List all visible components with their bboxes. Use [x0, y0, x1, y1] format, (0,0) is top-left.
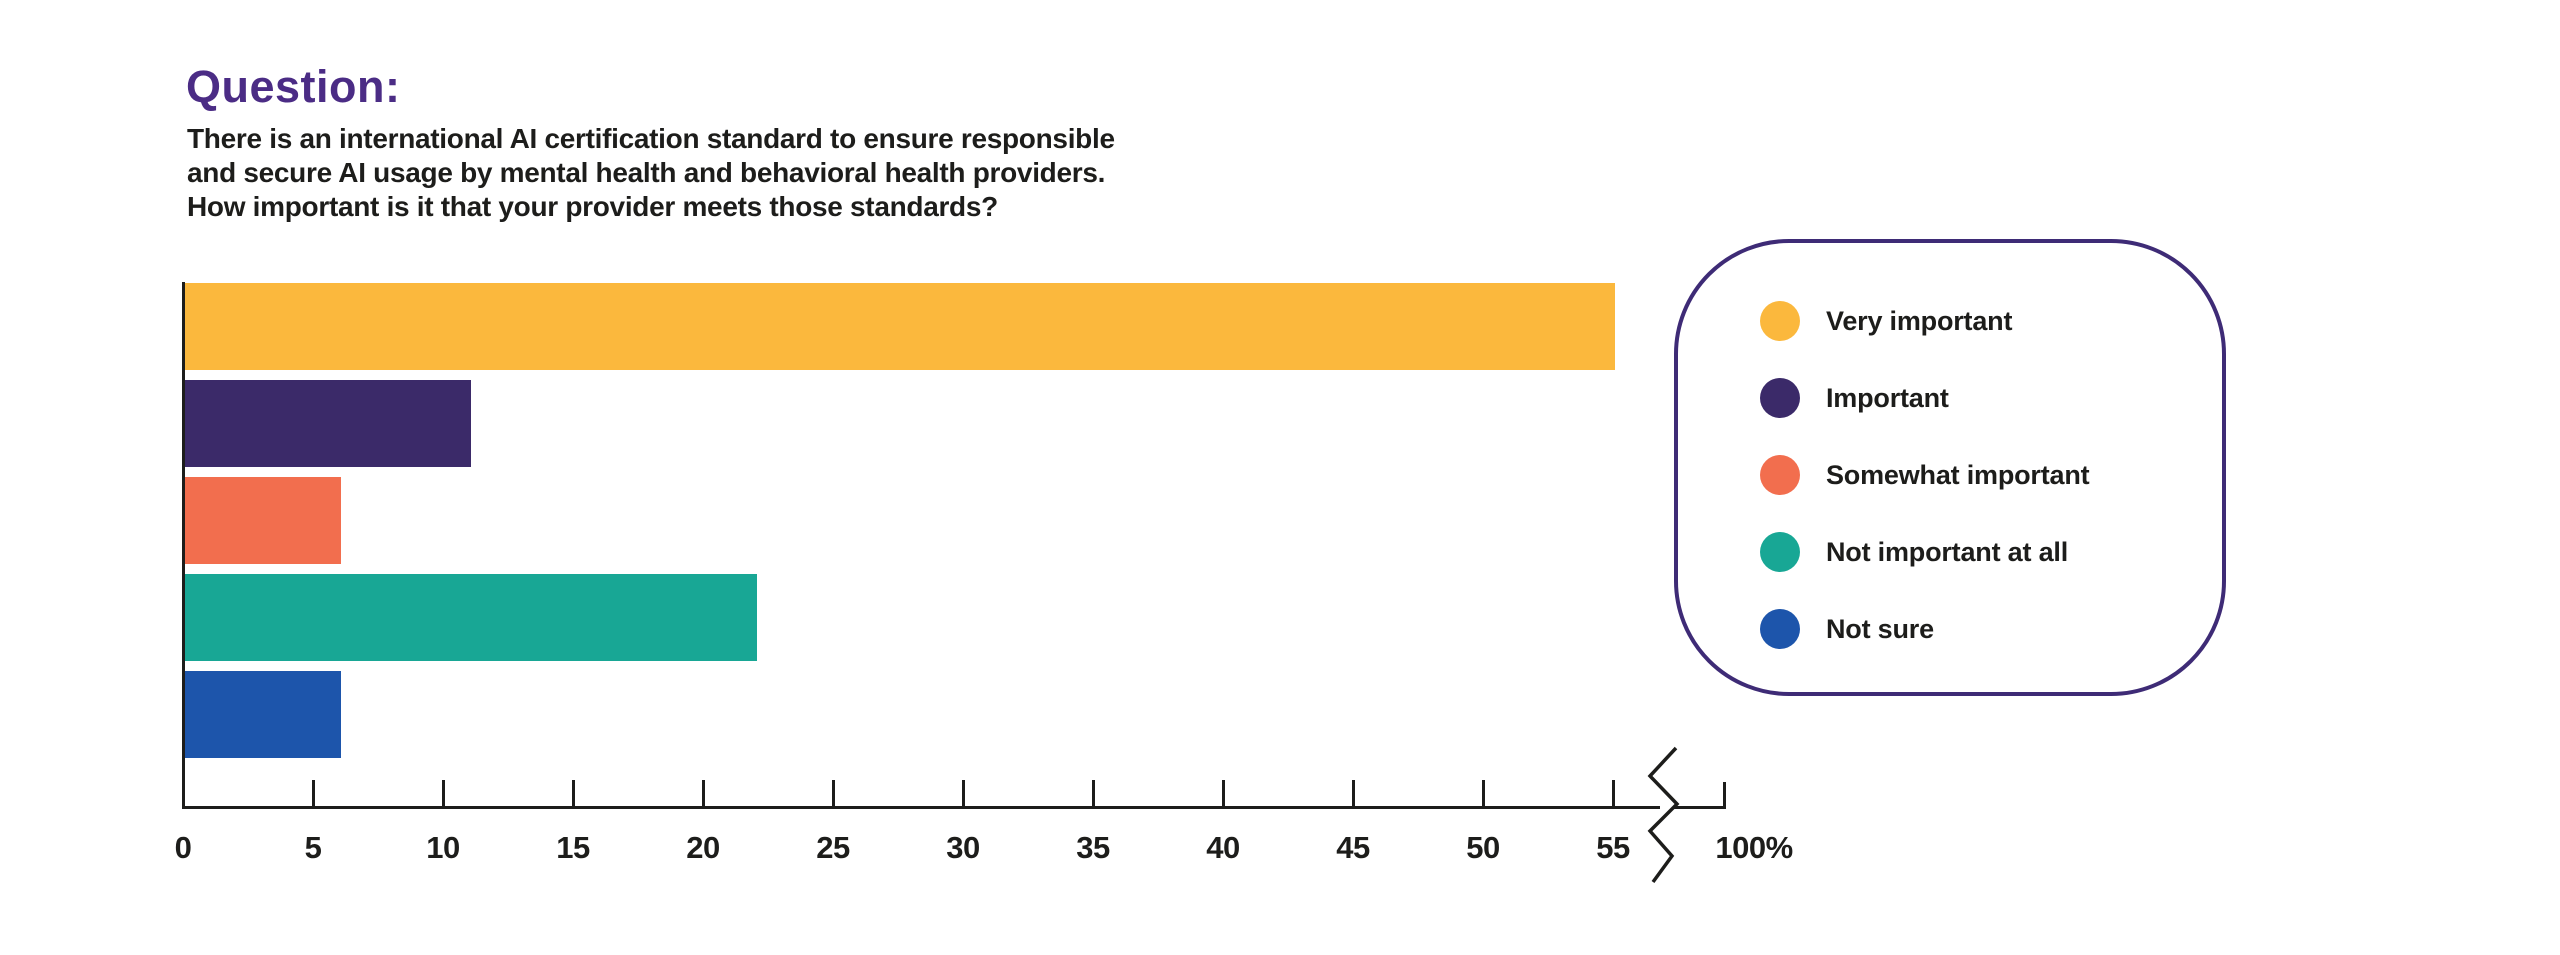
x-tick-label-45: 45: [1336, 830, 1370, 865]
x-axis-line-after-break: [1674, 806, 1726, 809]
x-tick-label-0: 0: [174, 830, 192, 865]
bar-not-important-at-all: [185, 574, 757, 661]
x-tick-label-35: 35: [1076, 830, 1110, 865]
y-axis-line: [182, 282, 185, 809]
legend-item-not-important-at-all: Not important at all: [1760, 532, 2068, 572]
question-heading: Question:: [186, 61, 401, 112]
x-axis-end-tick: [1723, 782, 1726, 809]
x-tick-label-55: 55: [1596, 830, 1630, 865]
legend-item-label: Important: [1826, 382, 1949, 413]
x-tick-5: [311, 780, 315, 806]
bar-important: [185, 380, 471, 467]
legend-item-very-important: Very important: [1760, 301, 2012, 341]
x-tick-55: [1611, 780, 1615, 806]
x-tick-10: [441, 780, 445, 806]
x-tick-35: [1091, 780, 1095, 806]
x-tick-25: [831, 780, 835, 806]
legend-item-label: Very important: [1826, 305, 2013, 336]
x-tick-15: [571, 780, 575, 806]
legend-item-label: Not important at all: [1826, 536, 2069, 567]
bar-very-important: [185, 283, 1615, 370]
x-tick-label-30: 30: [946, 830, 980, 865]
x-axis-end-label: 100%: [1715, 830, 1793, 865]
legend-item-not-sure: Not sure: [1760, 609, 1934, 649]
legend-color-dot: [1760, 378, 1800, 418]
x-tick-label-15: 15: [556, 830, 590, 865]
x-tick-label-10: 10: [426, 830, 460, 865]
x-tick-label-40: 40: [1206, 830, 1240, 865]
legend-item-somewhat-important: Somewhat important: [1760, 455, 2090, 495]
x-tick-label-20: 20: [686, 830, 720, 865]
x-tick-50: [1481, 780, 1485, 806]
x-tick-label-50: 50: [1466, 830, 1500, 865]
bar-somewhat-important: [185, 477, 341, 564]
x-tick-20: [701, 780, 705, 806]
x-tick-40: [1221, 780, 1225, 806]
x-tick-label-25: 25: [816, 830, 850, 865]
x-tick-45: [1351, 780, 1355, 806]
legend: Very important Important Somewhat importan…: [1674, 239, 2226, 696]
legend-color-dot: [1760, 609, 1800, 649]
legend-item-important: Important: [1760, 378, 1949, 418]
question-text: There is an international AI certificati…: [187, 123, 1115, 222]
x-tick-label-5: 5: [304, 830, 322, 865]
legend-color-dot: [1760, 301, 1800, 341]
bar-not-sure: [185, 671, 341, 758]
x-axis-line: [182, 806, 1660, 809]
legend-item-label: Somewhat important: [1826, 459, 2090, 490]
legend-item-label: Not sure: [1826, 613, 1934, 644]
legend-color-dot: [1760, 532, 1800, 572]
x-tick-30: [961, 780, 965, 806]
legend-color-dot: [1760, 455, 1800, 495]
